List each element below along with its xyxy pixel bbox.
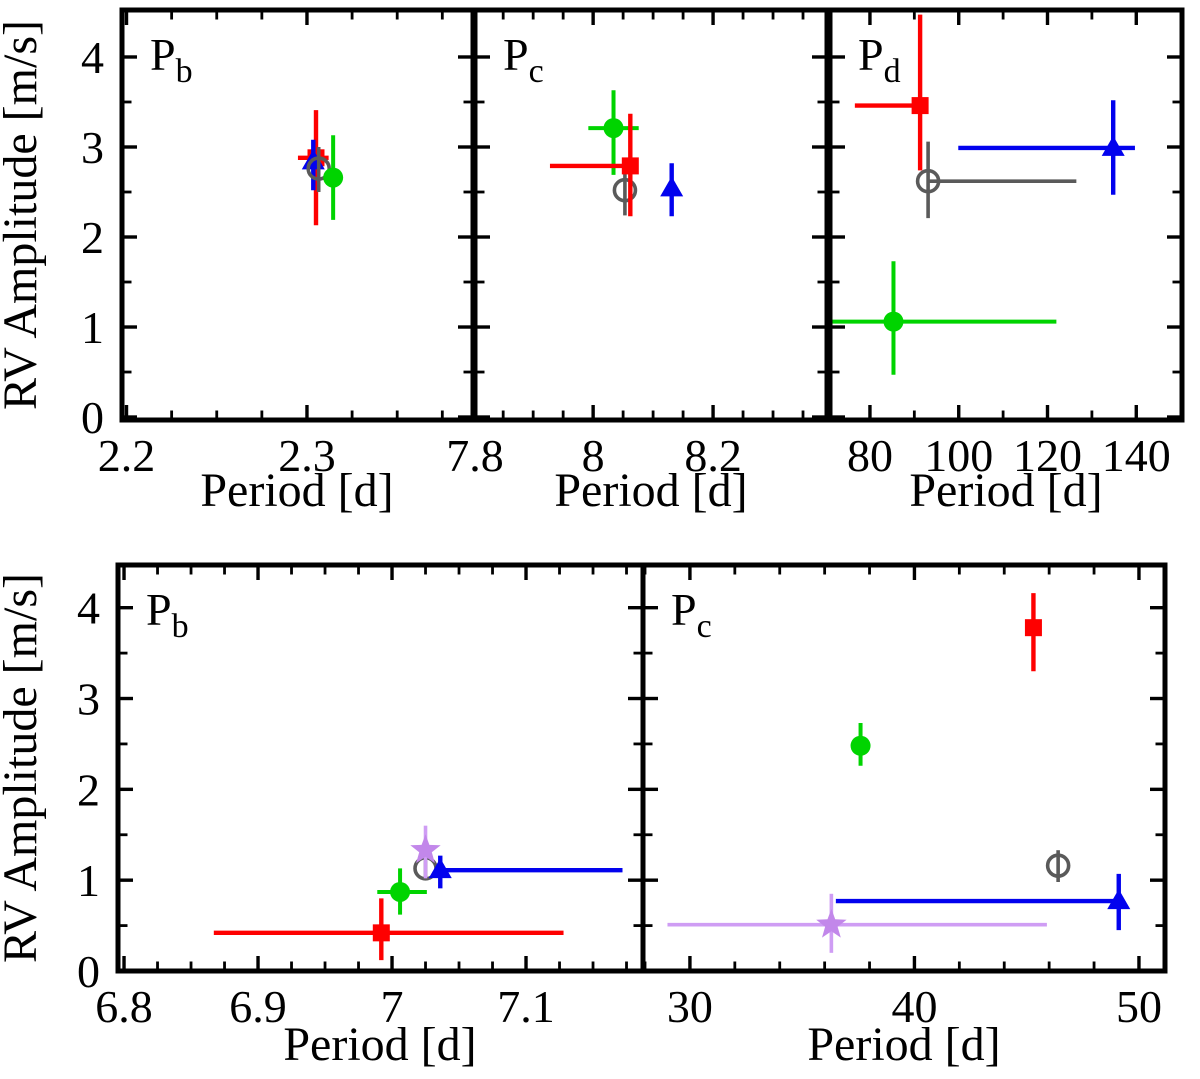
x-tick-label: 6.8 (95, 981, 153, 1032)
data-point-green-circle (850, 723, 871, 766)
data-point-purple-star (410, 825, 441, 879)
data-point-green-circle (377, 868, 427, 915)
data-point-gray-open-circle (915, 141, 1077, 219)
y-tick-label: 1 (77, 855, 100, 906)
marker-open-circle (1045, 853, 1071, 878)
y-tick-label: 4 (77, 583, 100, 634)
x-tick-label: 100 (924, 430, 993, 481)
panel-border (827, 7, 1185, 423)
data-point-gray-open-circle (1045, 850, 1071, 882)
marker-circle (883, 311, 904, 332)
marker-circle (390, 881, 411, 902)
data-point-blue-triangle-up (958, 100, 1135, 195)
marker-square (1024, 619, 1042, 637)
data-point-red-square (213, 898, 564, 961)
x-tick-label: 7 (381, 981, 404, 1032)
data-points-layer (832, 14, 1135, 375)
y-tick-label: 1 (81, 302, 104, 353)
marker-open-circle (915, 168, 941, 194)
y-tick-label: 3 (77, 674, 100, 725)
data-point-blue-triangle-up (428, 855, 623, 889)
x-tick-label: 30 (667, 981, 713, 1032)
data-point-red-square (549, 113, 639, 217)
y-axis-title-top-row: RV Amplitude [m/s] (0, 20, 47, 410)
panel-label: Pb (150, 29, 193, 90)
panel-label: Pc (503, 29, 544, 90)
x-tick-label: 120 (1013, 430, 1082, 481)
marker-triangle-up (1101, 135, 1125, 156)
x-axis-title-top-pc: Period [d] (554, 464, 747, 517)
data-point-green-circle (588, 90, 639, 175)
data-point-purple-star (667, 893, 1047, 953)
panel-border (640, 562, 1168, 974)
x-tick-label: 140 (1102, 430, 1171, 481)
data-point-blue-triangle-up (660, 163, 684, 217)
marker-star (816, 908, 847, 938)
data-point-blue-triangle-up (301, 139, 325, 191)
panel-label: Pc (671, 584, 712, 645)
data-point-green-circle (323, 135, 344, 220)
marker-triangle-up (1107, 889, 1131, 910)
x-tick-label: 50 (1116, 981, 1162, 1032)
marker-square (621, 157, 639, 175)
marker-circle (603, 118, 624, 139)
data-points-layer (297, 110, 344, 226)
x-tick-label: 6.9 (229, 981, 287, 1032)
panel-top-pb: 2.2 2.3 0 1 2 3 4 Pb (81, 7, 476, 481)
panel-top-pd: 80 100 120 140 Pd (827, 7, 1185, 481)
marker-circle (323, 167, 344, 188)
marker-triangle-up (428, 858, 452, 879)
x-tick-label: 40 (891, 981, 937, 1032)
x-tick-label: 8 (582, 430, 605, 481)
panel-bottom-pc: 30 40 50 Pc (640, 562, 1168, 1032)
data-point-red-square (854, 14, 929, 171)
panel-label: Pb (146, 584, 189, 645)
y-tick-label: 2 (81, 212, 104, 263)
y-axis-title-bottom-row: RV Amplitude [m/s] (0, 573, 47, 963)
x-tick-label: 80 (847, 430, 893, 481)
marker-square (372, 924, 390, 942)
x-tick-label: 8.2 (684, 430, 742, 481)
y-tick-label: 2 (77, 764, 100, 815)
y-tick-label: 3 (81, 122, 104, 173)
marker-triangle-up (660, 176, 684, 197)
x-tick-label: 7.8 (446, 430, 504, 481)
data-points-layer (549, 90, 684, 217)
x-axis-title-bottom-pb: Period [d] (283, 1018, 476, 1071)
marker-circle (850, 735, 871, 756)
data-points-layer (213, 825, 623, 961)
x-axis-title-top-pb: Period [d] (200, 464, 393, 517)
x-tick-label: 2.3 (278, 430, 336, 481)
panel-bottom-pb: 6.8 6.9 7 7.1 0 1 2 3 4 Pb (77, 562, 646, 1032)
marker-open-circle (612, 177, 638, 203)
panel-label: Pd (858, 29, 901, 90)
marker-square (911, 97, 929, 115)
y-tick-label: 4 (81, 32, 104, 83)
data-point-blue-triangle-up (835, 873, 1131, 931)
panel-top-pc: 7.8 8 8.2 Pc (446, 7, 830, 481)
x-axis-title-top-pd: Period [d] (909, 464, 1102, 517)
data-point-red-square (1024, 593, 1042, 672)
x-tick-label: 2.2 (98, 430, 156, 481)
x-tick-label: 7.1 (497, 981, 555, 1032)
data-points-layer (667, 593, 1131, 953)
data-point-green-circle (832, 261, 1057, 375)
marker-star (410, 834, 441, 864)
y-tick-label: 0 (77, 946, 100, 997)
panel-border (472, 7, 830, 423)
x-axis-title-bottom-pc: Period [d] (807, 1018, 1000, 1071)
y-tick-label: 0 (81, 392, 104, 443)
data-point-gray-open-circle (612, 166, 638, 216)
